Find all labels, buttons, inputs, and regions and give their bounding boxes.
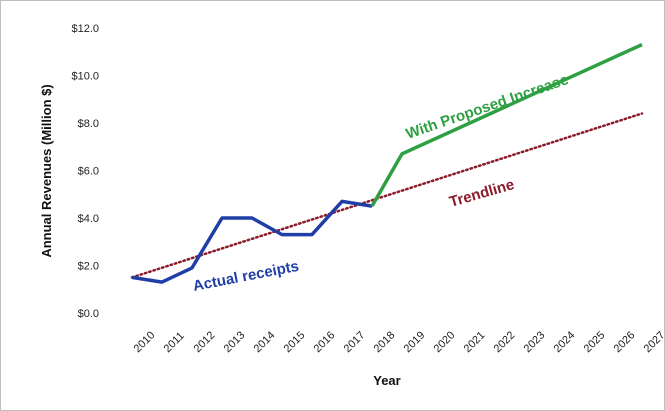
x-tick-label: 2020 bbox=[432, 329, 458, 355]
y-tick-label: $2.0 bbox=[78, 261, 99, 273]
x-tick-label: 2024 bbox=[552, 329, 578, 355]
x-axis-ticks: 2010 2011 2012 2013 2014 2015 2016 2017 2018 2019… bbox=[132, 329, 664, 355]
x-tick-label: 2017 bbox=[342, 329, 368, 355]
x-tick-label: 2015 bbox=[282, 329, 308, 355]
x-tick-label: 2011 bbox=[162, 330, 187, 355]
x-tick-label: 2025 bbox=[582, 329, 608, 355]
y-tick-label: $0.0 bbox=[78, 308, 99, 320]
x-tick-label: 2018 bbox=[372, 329, 398, 355]
annotation-with-proposed-increase: With Proposed Increase bbox=[404, 71, 571, 143]
y-tick-label: $4.0 bbox=[78, 213, 99, 225]
annotation-actual-receipts: Actual receipts bbox=[192, 258, 301, 295]
x-tick-label: 2026 bbox=[612, 329, 638, 355]
series-line-with-proposed-increase bbox=[370, 43, 643, 207]
series-line-trendline bbox=[130, 112, 644, 279]
x-axis-title: Year bbox=[373, 373, 400, 388]
y-tick-label: $10.0 bbox=[71, 71, 99, 83]
x-tick-label: 2012 bbox=[192, 329, 218, 355]
x-tick-label: 2016 bbox=[312, 329, 338, 355]
y-axis-ticks: $0.0 $2.0 $4.0 $6.0 $8.0 $10.0 $12.0 bbox=[71, 23, 99, 320]
y-axis-title: Annual Revenues (Million $) bbox=[39, 84, 54, 257]
x-tick-label: 2013 bbox=[222, 329, 248, 355]
series-lines bbox=[130, 43, 644, 284]
x-tick-label: 2010 bbox=[132, 329, 158, 355]
x-tick-label: 2023 bbox=[522, 329, 548, 355]
x-tick-label: 2022 bbox=[492, 329, 518, 355]
y-tick-label: $6.0 bbox=[78, 166, 99, 178]
y-tick-label: $8.0 bbox=[78, 118, 99, 130]
x-tick-label: 2019 bbox=[402, 329, 428, 355]
x-tick-label: 2014 bbox=[252, 329, 278, 355]
series-line-actual-receipts bbox=[131, 199, 373, 284]
y-tick-label: $12.0 bbox=[71, 23, 99, 35]
annotation-trendline: Trendline bbox=[447, 176, 516, 211]
x-tick-label: 2027 bbox=[642, 329, 664, 355]
x-tick-label: 2021 bbox=[462, 329, 488, 355]
